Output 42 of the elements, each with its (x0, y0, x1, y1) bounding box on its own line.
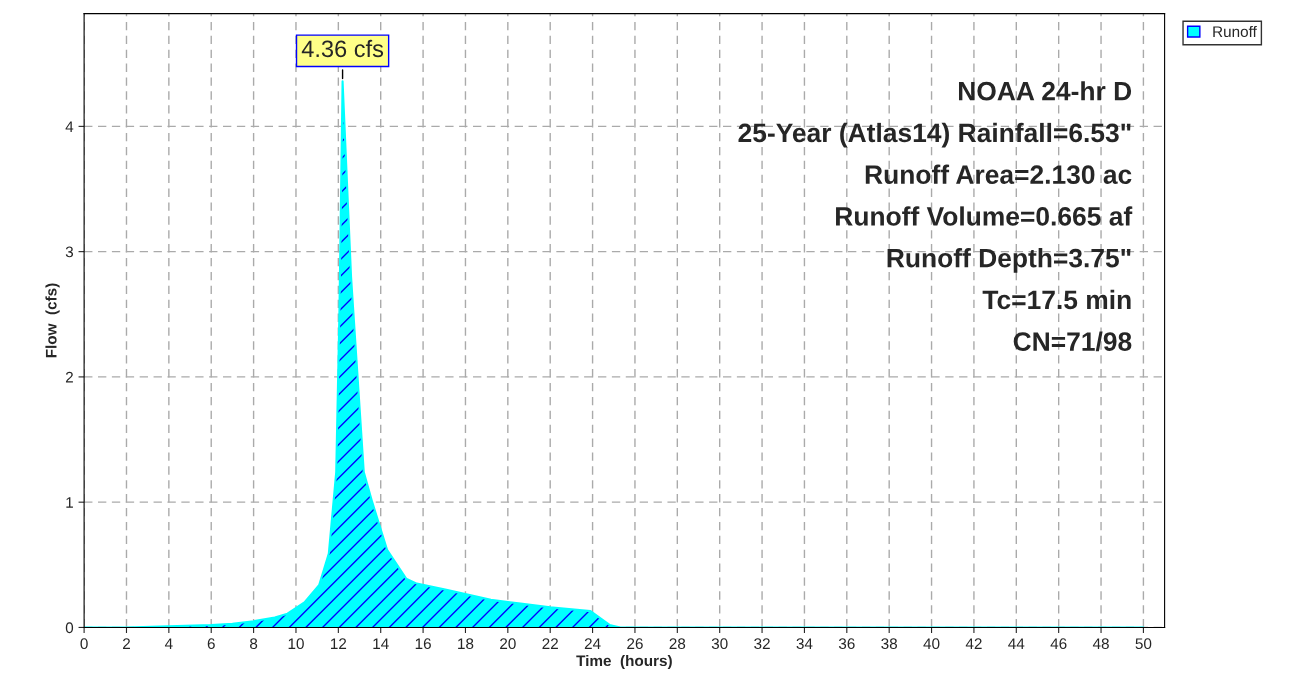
y-axis-title: Flow (cfs) (45, 283, 60, 358)
x-tick-label: 2 (123, 638, 130, 649)
annotation: 25-Year (Atlas14) Rainfall=6.53" (738, 122, 1131, 148)
x-tick-label: 10 (288, 638, 304, 650)
legend-label: Runoff (1213, 25, 1257, 38)
annotation: 4.36 cfs (301, 39, 384, 58)
x-tick-label: 50 (1135, 638, 1152, 650)
x-tick-label: 0 (80, 638, 88, 650)
annotation: CN=71/98 (1013, 331, 1132, 352)
annotation: Runoff Area=2.130 ac (865, 164, 1132, 185)
y-tick-label: 2 (65, 371, 73, 383)
x-tick-label: 46 (1050, 638, 1067, 650)
x-tick-label: 30 (711, 638, 728, 650)
x-tick-label: 36 (838, 638, 855, 650)
x-tick-label: 24 (584, 638, 601, 649)
y-tick-label: 0 (65, 622, 74, 634)
x-tick-label: 14 (373, 638, 389, 649)
x-tick-label: 40 (923, 638, 940, 650)
x-tick-label: 6 (207, 638, 215, 650)
x-tick-label: 32 (754, 638, 770, 650)
x-tick-label: 8 (250, 638, 258, 650)
x-tick-label: 26 (627, 638, 643, 650)
annotation: Runoff Depth=3.75" (887, 248, 1131, 273)
y-tick-label: 1 (66, 497, 73, 508)
y-tick-label: 3 (65, 246, 74, 258)
x-tick-label: 44 (1008, 638, 1025, 649)
x-tick-label: 18 (458, 638, 474, 650)
x-tick-label: 42 (965, 638, 982, 649)
x-tick-label: 12 (331, 638, 347, 649)
x-tick-label: 22 (542, 638, 558, 649)
annotation: NOAA 24-hr D (959, 81, 1132, 101)
x-axis-title: Time (hours) (576, 654, 672, 670)
x-tick-label: 4 (164, 638, 173, 649)
x-tick-label: 38 (881, 638, 898, 650)
annotation: Tc=17.5 min (982, 289, 1131, 310)
y-tick-label: 4 (65, 121, 74, 132)
x-tick-label: 20 (500, 638, 516, 650)
x-tick-label: 48 (1092, 638, 1109, 650)
annotation: Runoff Volume=0.665 af (836, 206, 1133, 226)
x-tick-label: 28 (669, 638, 686, 650)
x-tick-label: 16 (415, 638, 431, 650)
x-tick-label: 34 (796, 638, 813, 650)
